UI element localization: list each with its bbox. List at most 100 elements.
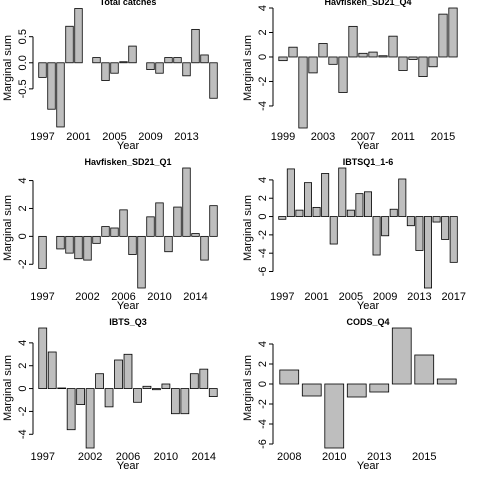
- bar: [449, 216, 458, 263]
- x-tick-label: 2005: [102, 131, 126, 143]
- bar: [74, 235, 83, 260]
- x-tick-label: 2009: [138, 131, 162, 143]
- y-tick-label: 2: [257, 361, 269, 367]
- x-tick-label: 2015: [412, 451, 436, 463]
- panel: IBTS_Q3 -4 -2 0 2 4 Marginal sum Year 1997 2002 20…: [2, 317, 218, 472]
- bar: [381, 216, 390, 237]
- y-tick-label: 0: [257, 381, 269, 387]
- bar: [286, 168, 295, 217]
- bar: [38, 235, 47, 269]
- bar: [152, 388, 161, 391]
- y-tick-label: 0.0: [17, 55, 29, 70]
- x-axis-label: Year: [357, 300, 380, 312]
- bar: [104, 388, 114, 408]
- y-tick-label: 2: [257, 29, 269, 35]
- y-tick-label: 2: [17, 205, 29, 211]
- bar: [279, 369, 300, 385]
- bar: [328, 56, 338, 65]
- x-tick-label: 2006: [116, 451, 140, 463]
- y-tick-label: -4: [17, 429, 29, 439]
- bar: [324, 383, 345, 449]
- y-tick-label: 4: [17, 340, 29, 346]
- bar: [173, 57, 182, 64]
- bar: [85, 388, 95, 449]
- y-tick-label: -4: [257, 419, 269, 429]
- bar: [200, 235, 209, 261]
- bar: [164, 235, 173, 253]
- bar: [355, 193, 364, 217]
- bar: [318, 43, 328, 58]
- bar: [92, 57, 101, 64]
- bar: [92, 235, 101, 244]
- x-axis-label: Year: [357, 140, 380, 152]
- y-tick-label: 0: [257, 54, 269, 60]
- bar: [133, 388, 142, 403]
- bar: [56, 62, 65, 128]
- bar: [308, 56, 318, 74]
- y-tick-label: 0.5: [17, 29, 29, 44]
- bar: [128, 45, 137, 64]
- bar: [146, 216, 155, 237]
- bar: [191, 28, 200, 64]
- y-tick-label: -4: [257, 101, 269, 111]
- bar: [441, 216, 450, 240]
- x-axis-label: Year: [357, 460, 380, 472]
- panel: CODS_Q4 -6 -4 -2 0 2 4 Marginal sum Year 2008 2010…: [242, 317, 457, 472]
- x-tick-label: 2008: [277, 451, 301, 463]
- bar: [288, 46, 298, 58]
- bar: [448, 7, 458, 58]
- bar: [38, 327, 48, 389]
- bar: [278, 56, 288, 62]
- x-tick-label: 1999: [271, 131, 295, 143]
- bar: [47, 351, 57, 389]
- y-axis-label: Marginal sum: [2, 355, 14, 421]
- bar: [200, 54, 209, 64]
- x-axis-label: Year: [117, 300, 140, 312]
- bar: [432, 216, 441, 223]
- y-tick-label: -2: [17, 407, 29, 417]
- bar: [137, 235, 146, 289]
- bar: [438, 13, 448, 58]
- bar: [155, 202, 164, 237]
- bar: [436, 378, 457, 385]
- bar: [101, 62, 110, 81]
- x-tick-label: 2005: [339, 291, 363, 303]
- y-axis-label: Marginal sum: [242, 35, 254, 101]
- bar: [119, 209, 128, 237]
- y-axis-label: Marginal sum: [242, 195, 254, 261]
- bar: [65, 25, 74, 64]
- bar: [110, 62, 119, 74]
- bar: [414, 354, 435, 385]
- bar: [155, 62, 164, 74]
- bar: [388, 35, 398, 58]
- bar: [398, 178, 407, 217]
- bar: [295, 209, 304, 217]
- bar: [182, 167, 191, 237]
- x-tick-label: 2014: [183, 291, 207, 303]
- bar: [57, 387, 67, 389]
- y-tick-label: -4: [257, 248, 269, 258]
- bar: [418, 56, 428, 77]
- bar: [368, 51, 378, 58]
- y-tick-label: 2: [17, 363, 29, 369]
- y-axis-label: Marginal sum: [2, 35, 14, 101]
- bar: [74, 8, 83, 64]
- y-tick-label: 4: [257, 177, 269, 183]
- bar: [209, 205, 218, 237]
- y-tick-label: 4: [257, 341, 269, 347]
- bar: [182, 62, 191, 77]
- bar: [329, 216, 338, 245]
- bar: [161, 383, 171, 389]
- bar: [301, 383, 322, 397]
- bar: [358, 52, 368, 58]
- bar: [423, 216, 432, 289]
- bar: [65, 235, 74, 254]
- x-tick-label: 2010: [322, 451, 346, 463]
- bar: [338, 56, 348, 93]
- y-tick-label: -0.5: [17, 79, 29, 98]
- bar: [119, 61, 128, 64]
- y-tick-label: 0: [17, 233, 29, 239]
- y-tick-label: 0: [17, 386, 29, 392]
- x-tick-label: 2011: [391, 131, 415, 143]
